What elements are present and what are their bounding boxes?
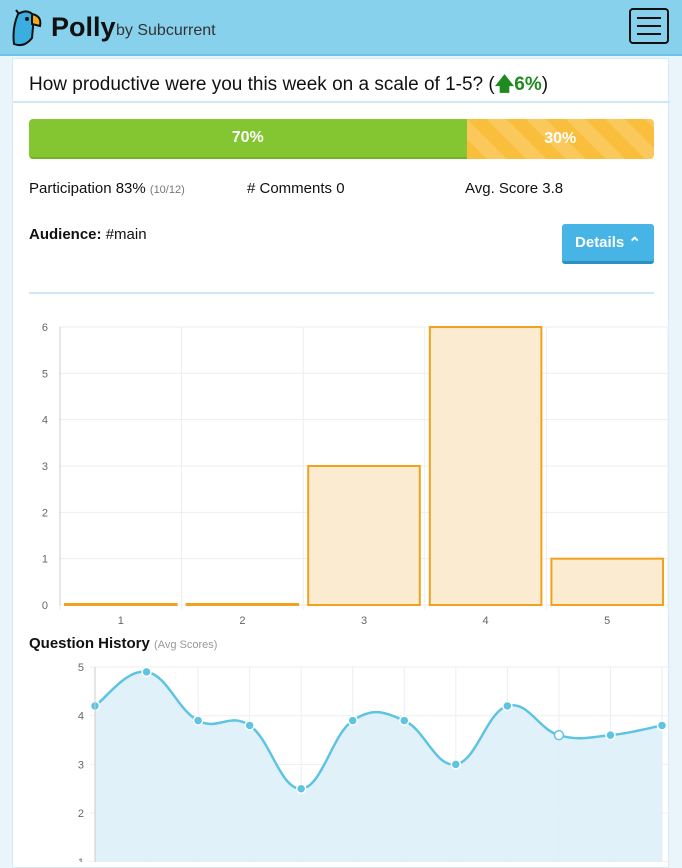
history-title: Question History (Avg Scores): [29, 635, 218, 652]
x-tick-label: 5: [604, 615, 610, 627]
y-tick-label: 5: [42, 368, 48, 380]
x-tick-label: 3: [361, 615, 367, 627]
bar: [428, 326, 543, 606]
x-tick-label: 2: [239, 615, 245, 627]
data-point: [553, 729, 565, 741]
data-point: [347, 715, 358, 726]
question-title: How productive were you this week on a s…: [29, 74, 549, 95]
chevron-up-icon: ⌃: [628, 234, 641, 252]
data-point: [450, 759, 462, 770]
bar: [307, 465, 421, 606]
y-tick-label: 4: [78, 711, 84, 723]
brand-byline: by Subcurrent: [116, 22, 216, 39]
bar: [64, 603, 178, 606]
polly-logo-icon: [12, 9, 42, 47]
bar: [185, 603, 300, 606]
details-button[interactable]: Details ⌃: [562, 224, 654, 264]
progress-segment-positive: 70%: [29, 119, 467, 159]
app-header: Polly by Subcurrent: [0, 0, 682, 56]
question-history-chart: 1 2 3 4 5: [78, 662, 672, 862]
divider: [29, 292, 654, 294]
audience: Audience: #main: [29, 226, 147, 243]
x-tick-label: 4: [483, 615, 489, 627]
y-tick-label: 2: [42, 507, 48, 519]
data-point: [141, 666, 152, 678]
y-tick-label: 5: [78, 662, 84, 674]
data-point: [295, 783, 307, 794]
data-point: [244, 720, 255, 731]
divider: [13, 101, 670, 103]
data-point: [605, 729, 616, 741]
participation-stat: Participation 83% (10/12): [29, 180, 185, 197]
trend-up-icon: 🡅: [494, 74, 515, 95]
bar: [550, 557, 665, 607]
response-progress-bar: 70% 30%: [29, 119, 654, 159]
y-tick-label: 1: [42, 554, 48, 566]
avg-score-stat: Avg. Score 3.8: [465, 180, 564, 197]
change-value: 6%: [514, 74, 542, 95]
y-tick-label: 0: [42, 600, 48, 612]
score-distribution-chart: 0 1 2 3 4 5 6 1 2 3 4 5: [42, 322, 669, 627]
y-tick-label: 1: [78, 857, 84, 862]
area-fill: [95, 671, 662, 862]
brand-name: Polly: [51, 12, 116, 42]
y-tick-label: 3: [78, 759, 84, 771]
progress-segment-neutral: 30%: [466, 119, 654, 159]
data-point: [502, 700, 513, 712]
hamburger-menu-button[interactable]: [629, 8, 669, 44]
y-tick-label: 6: [42, 322, 48, 334]
data-point: [399, 715, 410, 726]
data-point: [192, 715, 204, 726]
x-tick-label: 1: [118, 615, 124, 627]
y-tick-label: 3: [42, 461, 48, 473]
y-tick-label: 2: [78, 808, 84, 820]
data-point: [656, 720, 668, 731]
comments-stat: # Comments 0: [247, 180, 345, 197]
y-tick-label: 4: [42, 415, 48, 427]
